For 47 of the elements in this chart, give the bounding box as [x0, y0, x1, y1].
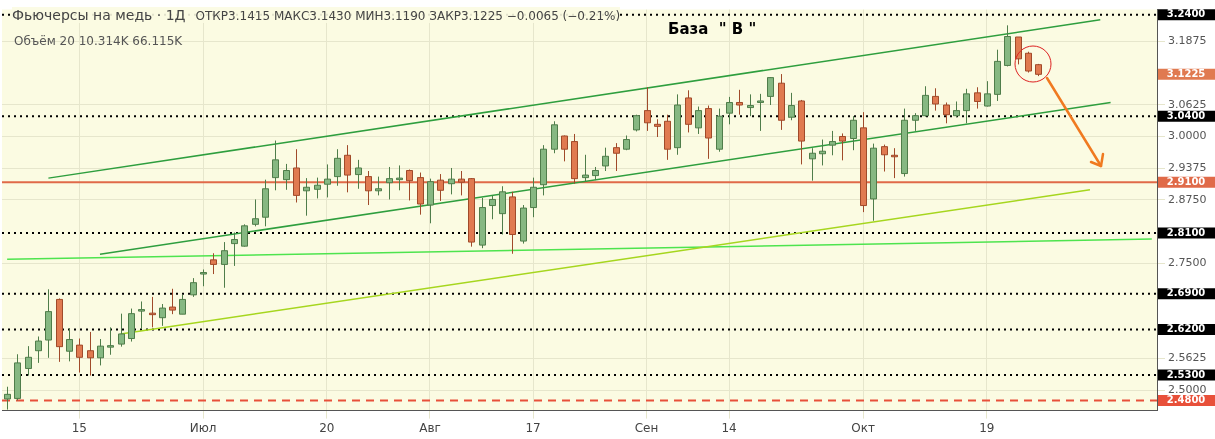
candlestick: [241, 223, 248, 248]
y-tick-label: 2.7500: [1168, 256, 1207, 270]
candlestick: [757, 93, 764, 132]
candlestick: [210, 252, 217, 275]
annotation: Объём 20 10.314K 66.115K: [14, 34, 183, 48]
y-tick-label: 2.9375: [1168, 161, 1207, 175]
ref-line-label: 2.8100: [1166, 226, 1206, 238]
x-tick-label: Сен: [634, 420, 659, 435]
candlestick: [974, 86, 981, 110]
candlestick: [138, 300, 145, 330]
x-tick-label: 15: [71, 420, 87, 435]
candlestick: [613, 142, 620, 172]
x-tick-label: Окт: [851, 420, 875, 435]
annotation: База " В ": [668, 20, 757, 38]
candlestick: [118, 313, 125, 348]
ref-line-label: 3.0400: [1166, 109, 1206, 121]
candlestick: [221, 241, 228, 289]
candlestick: [107, 326, 114, 356]
candlestick: [736, 89, 743, 116]
chart-subtitle: ОТКР3.1415 МАКС3.1430 МИН3.1190 ЗАКР3.1225 −0.0065 (−0.21%): [195, 9, 621, 23]
candlestick: [984, 80, 991, 108]
x-tick-label: Авг: [419, 420, 441, 435]
y-tick-label: 3.0000: [1168, 129, 1207, 143]
y-tick-label: 2.5625: [1168, 351, 1207, 365]
candlestick: [767, 76, 774, 106]
y-tick-label: 2.8750: [1168, 192, 1207, 206]
ref-line-label: 2.9100: [1166, 175, 1206, 187]
x-tick-label: 19: [979, 420, 995, 435]
chart-title: Фьючерсы на медь · 1Д: [12, 7, 186, 23]
y-tick-label: 3.1875: [1168, 34, 1207, 48]
x-tick-label: Июл: [189, 420, 217, 435]
candlestick: [839, 132, 846, 161]
x-tick-label: 20: [319, 420, 335, 435]
y-tick-label: 3.0625: [1168, 97, 1207, 111]
ref-line-label: 2.6200: [1166, 322, 1206, 334]
x-tick-label: 14: [721, 420, 737, 435]
candlestick: [66, 327, 73, 362]
text: 3.1225: [1166, 67, 1206, 79]
ref-line-label: 2.6900: [1166, 287, 1206, 299]
ref-line-label: 2.5300: [1166, 368, 1206, 380]
candlestick: [829, 130, 836, 156]
ref-line-label: 2.4800: [1166, 394, 1206, 406]
candlestick: [252, 198, 259, 227]
candlestick: [788, 92, 795, 121]
ref-line-label: 3.2400: [1166, 8, 1206, 20]
x-tick-label: 17: [525, 420, 541, 435]
candlestick: [726, 96, 733, 125]
